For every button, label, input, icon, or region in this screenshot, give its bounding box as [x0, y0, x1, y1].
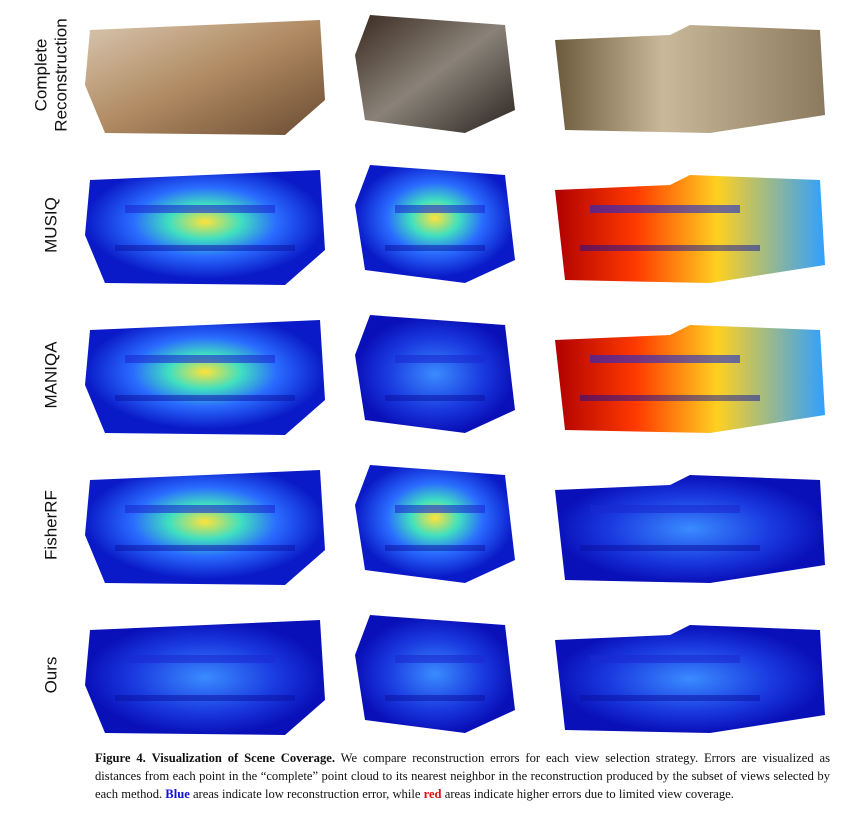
map-detail: [385, 245, 485, 251]
error-map: [85, 170, 325, 285]
row-label: Complete: [31, 39, 50, 112]
caption-red: red: [423, 787, 442, 801]
map-detail: [590, 505, 740, 513]
caption-label: Figure 4.: [95, 751, 146, 765]
map-detail: [580, 545, 760, 551]
caption-blue: Blue: [165, 787, 190, 801]
error-map: [355, 315, 515, 433]
map-detail: [395, 505, 485, 513]
caption-text: We compare reconstruction errors for eac…: [95, 751, 831, 801]
error-map: [85, 470, 325, 585]
map-detail: [385, 695, 485, 701]
map-detail: [125, 355, 275, 363]
scene-photo: [355, 15, 515, 133]
row-label: Ours: [41, 657, 60, 694]
caption-middle: areas indicate low reconstruction error,…: [192, 787, 421, 801]
error-map: [355, 165, 515, 283]
map-detail: [580, 395, 760, 401]
map-detail: [395, 205, 485, 213]
row-label: MANIQA: [41, 341, 60, 409]
map-detail: [385, 545, 485, 551]
map-detail: [125, 205, 275, 213]
caption: Figure 4. Visualization of Scene Coverag…: [95, 749, 830, 803]
map-detail: [590, 655, 740, 663]
caption-title: Visualization of Scene Coverage.: [151, 751, 335, 765]
scene-photo: [85, 20, 325, 135]
map-detail: [395, 655, 485, 663]
map-detail: [115, 245, 295, 251]
scene-photo: [555, 25, 825, 133]
map-detail: [115, 395, 295, 401]
error-map: [555, 625, 825, 733]
row-label: Reconstruction: [51, 18, 70, 131]
map-detail: [115, 695, 295, 701]
error-map: [85, 320, 325, 435]
error-map: [355, 465, 515, 583]
map-detail: [590, 205, 740, 213]
row-label: FisherRF: [41, 490, 60, 560]
map-detail: [125, 505, 275, 513]
map-detail: [580, 245, 760, 251]
map-detail: [115, 545, 295, 551]
map-detail: [590, 355, 740, 363]
caption-ending: areas indicate higher errors due to limi…: [444, 787, 734, 801]
figure: Complete Reconstruction MUSIQ MANIQA FisherR…: [31, 15, 825, 735]
map-detail: [395, 355, 485, 363]
error-map: [355, 615, 515, 733]
row-label: MUSIQ: [41, 197, 60, 253]
map-detail: [385, 395, 485, 401]
map-detail: [125, 655, 275, 663]
error-map: [555, 325, 825, 433]
error-map: [555, 475, 825, 583]
error-map: [555, 175, 825, 283]
map-detail: [580, 695, 760, 701]
error-map: [85, 620, 325, 735]
